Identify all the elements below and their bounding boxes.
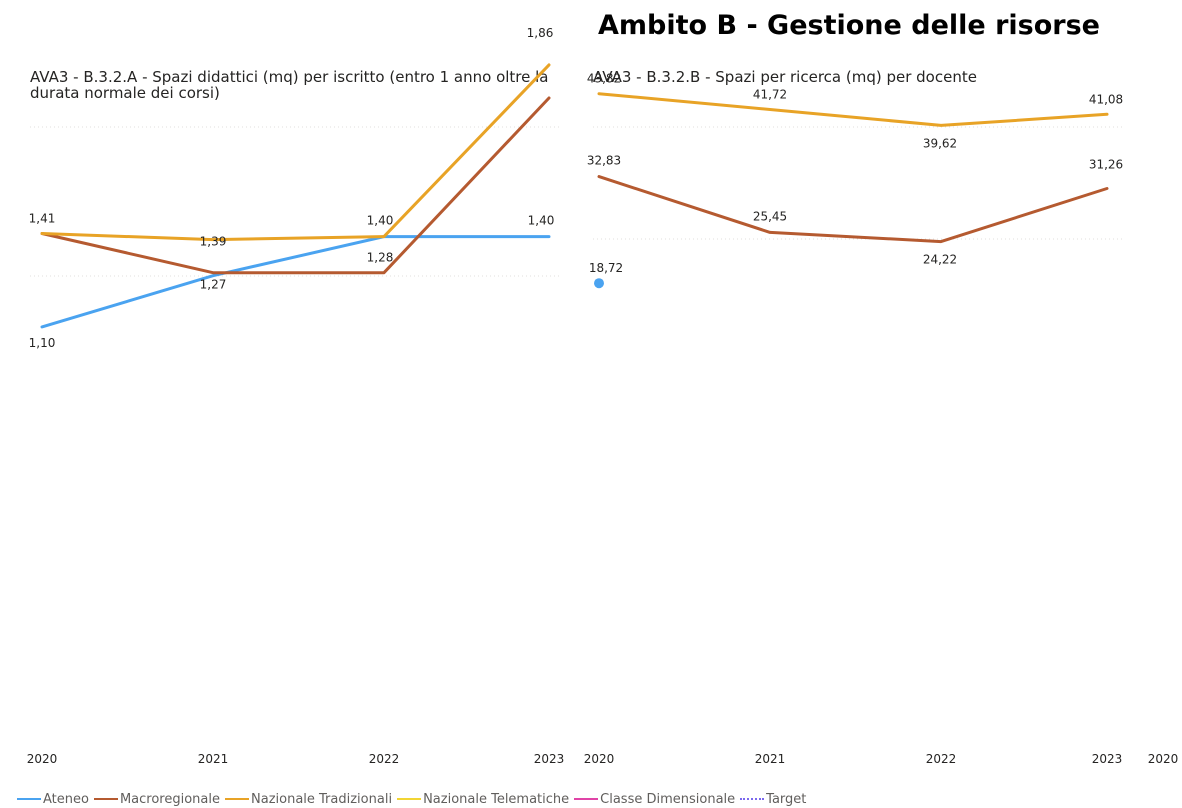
legend-item-classe-dimensionale[interactable]: Classe Dimensionale [574, 792, 735, 807]
legend-label: Target [766, 791, 807, 807]
chart-b-label-macroregionale: 31,26 [1089, 157, 1123, 171]
chart-b-x-tick-2023: 2023 [1092, 752, 1123, 766]
chart-a-label-nazionale-tradizionali: 1,86 [527, 26, 554, 40]
chart-b-label-ateneo: 18,72 [589, 261, 623, 275]
legend-label: Ateneo [43, 791, 89, 807]
chart-a-x-tick-2023: 2023 [534, 752, 565, 766]
chart-a-label-nazionale-tradizionali: 1,39 [200, 235, 227, 249]
chart-a-title: AVA3 - B.3.2.A - Spazi didattici (mq) pe… [30, 68, 549, 102]
chart-b-x-tick-2020: 2020 [584, 752, 615, 766]
legend-label: Nazionale Telematiche [423, 791, 570, 807]
chart-b-title: AVA3 - B.3.2.B - Spazi per ricerca (mq) … [593, 68, 977, 86]
chart-a-series-macroregionale [40, 96, 551, 275]
chart-b-label-macroregionale: 32,83 [587, 154, 621, 168]
chart-a-series-ateneo [40, 235, 551, 329]
chart-b-series-macroregionale [597, 175, 1109, 244]
legend: Ateneo Macroregionale Nazionale Tradiziona… [17, 790, 811, 808]
chart-a-x-tick-2021: 2021 [198, 752, 229, 766]
chart-b-x-tick-2021: 2021 [755, 752, 786, 766]
x-tick-extra: 2020 [1148, 752, 1179, 766]
legend-label: Macroregionale [119, 791, 220, 807]
legend-item-macroregionale[interactable]: Macroregionale [93, 791, 220, 807]
chart-a-label-ateneo: 1,27 [200, 278, 227, 292]
chart-b-label-macroregionale: 25,45 [753, 209, 787, 223]
chart-b-label-nazionale-tradizionali: 39,62 [923, 136, 957, 150]
legend-item-nazionale-telematiche[interactable]: Nazionale Telematiche [397, 792, 569, 807]
chart-a-label-nazionale-tradizionali: 1,41 [29, 212, 56, 226]
legend-swatch [397, 798, 422, 800]
legend-label: Classe Dimensionale [600, 791, 736, 807]
chart-a-label-ateneo: 1,10 [29, 336, 56, 350]
charts-canvas: 2020 2021 2022 2023 1,10 1,27 1,40 1,28 1,41 1,39… [27, 26, 1179, 766]
chart-b-x-tick-2022: 2022 [926, 752, 957, 766]
chart-a-label-nazionale-tradizionali: 1,40 [367, 214, 394, 228]
chart-b-series-nazionale-tradizionali [597, 92, 1109, 127]
legend-swatch [17, 798, 41, 800]
legend-swatch [574, 798, 599, 800]
legend-label: Nazionale Tradizionali [251, 791, 393, 807]
chart-a: 2020 2021 2022 2023 1,10 1,27 1,40 1,28 1,41 1,39… [27, 26, 565, 766]
chart-b-point-ateneo [594, 278, 604, 289]
chart-a-label-macroregionale: 1,28 [367, 251, 394, 265]
chart-a-x-tick-2020: 2020 [27, 752, 58, 766]
legend-swatch [740, 798, 765, 800]
chart-a-label-ateneo: 1,40 [528, 214, 555, 228]
legend-swatch [93, 798, 118, 800]
legend-swatch [225, 798, 249, 800]
chart-b-label-macroregionale: 24,22 [923, 253, 957, 267]
chart-a-x-tick-2022: 2022 [369, 752, 400, 766]
chart-a-series-nazionale-tradizionali [40, 63, 551, 242]
legend-item-target[interactable]: Target [740, 792, 806, 807]
legend-item-ateneo[interactable]: Ateneo [17, 792, 89, 807]
chart-b-label-nazionale-tradizionali: 43,82 [587, 72, 621, 86]
chart-b-label-nazionale-tradizionali: 41,08 [1089, 92, 1123, 106]
chart-b-label-nazionale-tradizionali: 41,72 [753, 88, 787, 102]
page-title: Ambito B - Gestione delle risorse [598, 10, 1100, 41]
chart-b: 2020 2021 2022 2023 18,72 32,83 25,45 24,22 31,2… [584, 72, 1123, 766]
legend-item-nazionale-tradizionali[interactable]: Nazionale Tradizionali [225, 792, 392, 807]
